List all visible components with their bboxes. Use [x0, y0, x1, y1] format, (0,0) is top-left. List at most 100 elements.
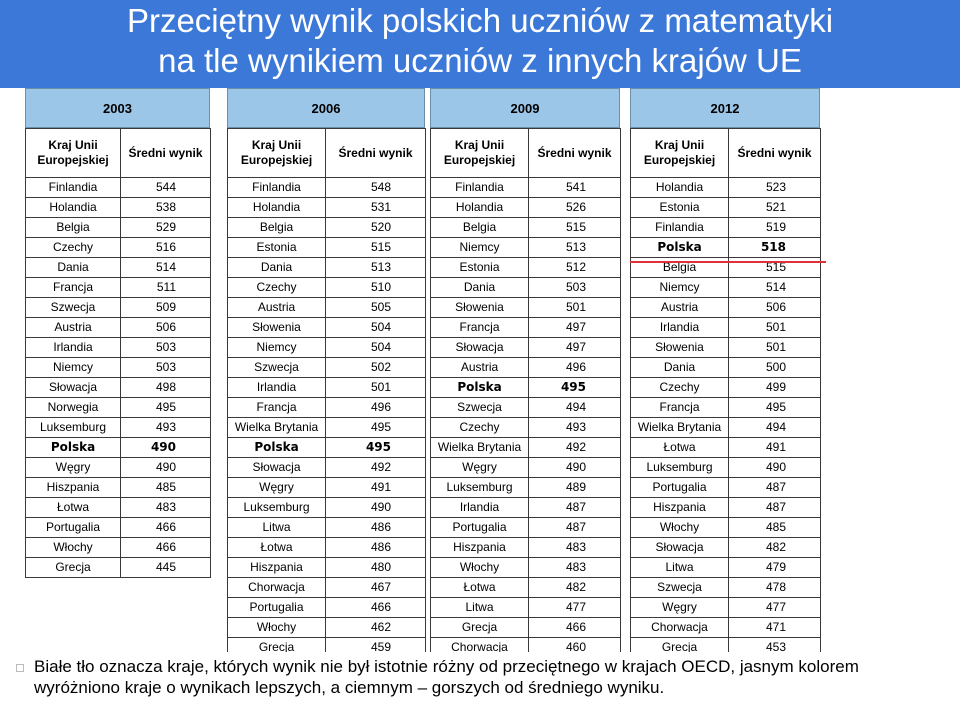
footnote-text: Białe tło oznacza kraje, których wynik n… [34, 657, 859, 697]
table-row: Szwecja 502 [227, 357, 426, 378]
table-row: Belgia 520 [227, 217, 426, 238]
column-header-country: Kraj Unii Europejskiej [630, 128, 729, 178]
table-row: Węgry 490 [430, 457, 621, 478]
table-row: Niemcy 514 [630, 277, 821, 298]
score-cell: 504 [325, 317, 426, 338]
column-header-score: Średni wynik [325, 128, 426, 178]
score-cell: 486 [325, 517, 426, 538]
table-row: Słowenia 501 [630, 337, 821, 358]
country-cell: Łotwa [430, 577, 529, 598]
score-cell: 482 [528, 577, 621, 598]
table-row: Szwecja 509 [25, 297, 211, 318]
table-row: Holandia 531 [227, 197, 426, 218]
title-line-1: Przeciętny wynik polskich uczniów z mate… [126, 2, 834, 39]
table-row: Finlandia 544 [25, 177, 211, 198]
table-row: Norwegia 495 [25, 397, 211, 418]
panel-2012: 2012 Kraj Unii Europejskiej Średni wynik Ho… [630, 88, 821, 658]
country-cell: Węgry [227, 477, 326, 498]
score-cell: 490 [728, 457, 821, 478]
country-cell: Grecja [25, 557, 121, 578]
score-cell: 504 [325, 337, 426, 358]
score-cell: 491 [325, 477, 426, 498]
table-row: Belgia 515 [430, 217, 621, 238]
country-cell: Estonia [430, 257, 529, 278]
table-row: Łotwa 486 [227, 537, 426, 558]
score-cell: 544 [120, 177, 211, 198]
table-row: Dania 514 [25, 257, 211, 278]
score-cell: 495 [120, 397, 211, 418]
country-cell: Włochy [630, 517, 729, 538]
country-cell: Finlandia [430, 177, 529, 198]
country-cell: Czechy [430, 417, 529, 438]
country-cell: Wielka Brytania [227, 417, 326, 438]
score-cell: 503 [120, 357, 211, 378]
table-row: Luksemburg 493 [25, 417, 211, 438]
score-cell: 487 [728, 477, 821, 498]
table-row: Wielka Brytania 495 [227, 417, 426, 438]
country-cell: Belgia [227, 217, 326, 238]
score-cell: 487 [528, 517, 621, 538]
year-header: 2012 [630, 88, 820, 128]
table-row: Słowenia 501 [430, 297, 621, 318]
score-cell: 462 [325, 617, 426, 638]
table-row: Czechy 516 [25, 237, 211, 258]
country-cell: Dania [630, 357, 729, 378]
table-row: Belgia 529 [25, 217, 211, 238]
country-cell: Norwegia [25, 397, 121, 418]
table-row: Luksemburg 490 [630, 457, 821, 478]
score-cell: 485 [728, 517, 821, 538]
table-row: Niemcy 503 [25, 357, 211, 378]
table-row: Francja 496 [227, 397, 426, 418]
score-cell: 492 [325, 457, 426, 478]
country-cell: Szwecja [430, 397, 529, 418]
score-cell: 492 [528, 437, 621, 458]
score-cell: 511 [120, 277, 211, 298]
table-row: Dania 503 [430, 277, 621, 298]
country-cell: Francja [630, 397, 729, 418]
table-row-polska: Polska 495 [227, 437, 426, 458]
score-cell: 538 [120, 197, 211, 218]
country-cell: Dania [25, 257, 121, 278]
table-row: Słowacja 482 [630, 537, 821, 558]
country-cell: Belgia [430, 217, 529, 238]
country-cell: Holandia [25, 197, 121, 218]
score-cell: 500 [728, 357, 821, 378]
country-cell: Węgry [430, 457, 529, 478]
score-cell: 478 [728, 577, 821, 598]
table-row: Szwecja 478 [630, 577, 821, 598]
score-cell: 501 [325, 377, 426, 398]
country-cell: Estonia [630, 197, 729, 218]
score-cell: 477 [528, 597, 621, 618]
score-cell: 502 [325, 357, 426, 378]
country-cell: Grecja [430, 617, 529, 638]
score-cell: 506 [120, 317, 211, 338]
score-cell: 480 [325, 557, 426, 578]
score-cell: 513 [325, 257, 426, 278]
country-cell: Włochy [227, 617, 326, 638]
country-cell: Wielka Brytania [630, 417, 729, 438]
table-row: Hiszpania 480 [227, 557, 426, 578]
table-row: Włochy 485 [630, 517, 821, 538]
table-row: Estonia 512 [430, 257, 621, 278]
table-row: Włochy 483 [430, 557, 621, 578]
table-row: Grecja 445 [25, 557, 211, 578]
country-cell: Francja [227, 397, 326, 418]
table-row: Czechy 510 [227, 277, 426, 298]
country-cell: Dania [430, 277, 529, 298]
score-cell: 486 [325, 537, 426, 558]
table-row: Irlandia 503 [25, 337, 211, 358]
table-row: Francja 511 [25, 277, 211, 298]
country-cell: Niemcy [630, 277, 729, 298]
country-cell: Irlandia [227, 377, 326, 398]
score-cell: 519 [728, 217, 821, 238]
score-cell: 487 [728, 497, 821, 518]
table-row: Francja 497 [430, 317, 621, 338]
score-cell: 490 [120, 437, 211, 458]
score-cell: 529 [120, 217, 211, 238]
country-cell: Belgia [25, 217, 121, 238]
score-cell: 483 [120, 497, 211, 518]
table-row: Łotwa 483 [25, 497, 211, 518]
country-cell: Irlandia [630, 317, 729, 338]
table-row: Litwa 477 [430, 597, 621, 618]
table-row: Holandia 523 [630, 177, 821, 198]
